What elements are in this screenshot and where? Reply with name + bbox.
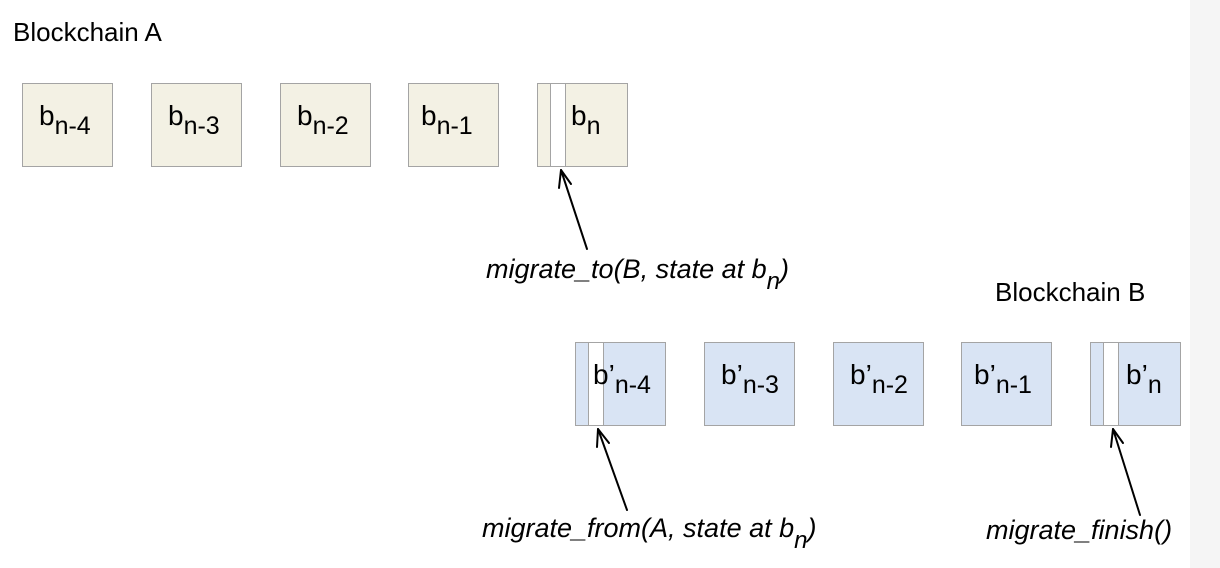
chain-a-block-n-3: bn-3 (151, 83, 242, 167)
block-label: bn-4 (39, 100, 91, 140)
right-margin-strip (1190, 0, 1220, 568)
block-label: bn (571, 100, 601, 140)
block-label: bn-2 (297, 100, 349, 140)
arrow-migrate-finish (1110, 428, 1141, 516)
arrow-migrate-to (558, 169, 588, 250)
chain-a-block-n: bn (537, 83, 628, 167)
chain-a-block-n-1: bn-1 (408, 83, 499, 167)
migration-marker (1103, 343, 1119, 425)
chain-a-block-n-4: bn-4 (22, 83, 113, 167)
block-label: b’n-3 (721, 359, 779, 399)
chain-b-title: Blockchain B (995, 277, 1146, 307)
migrate-from-label: migrate_from(A, state at bn) (482, 513, 817, 554)
chain-b-block-n-3: b’n-3 (704, 342, 795, 426)
block-label: b’n-2 (850, 359, 908, 399)
block-label: bn-3 (168, 100, 220, 140)
migration-marker (588, 343, 604, 425)
chain-b-block-n-1: b’n-1 (961, 342, 1052, 426)
migrate-to-label: migrate_to(B, state at bn) (486, 254, 789, 295)
chain-b-block-n: b’n (1090, 342, 1181, 426)
block-label: b’n-4 (593, 359, 651, 399)
block-label: bn-1 (421, 100, 473, 140)
block-label: b’n (1126, 359, 1162, 399)
chain-b-block-n-2: b’n-2 (833, 342, 924, 426)
migrate-finish-label: migrate_finish() (986, 515, 1173, 545)
chain-a-title: Blockchain A (13, 17, 162, 47)
migration-marker (550, 84, 566, 166)
block-label: b’n-1 (974, 359, 1032, 399)
arrow-migrate-from (596, 428, 628, 511)
chain-a-block-n-2: bn-2 (280, 83, 371, 167)
chain-b-block-n-4: b’n-4 (575, 342, 666, 426)
